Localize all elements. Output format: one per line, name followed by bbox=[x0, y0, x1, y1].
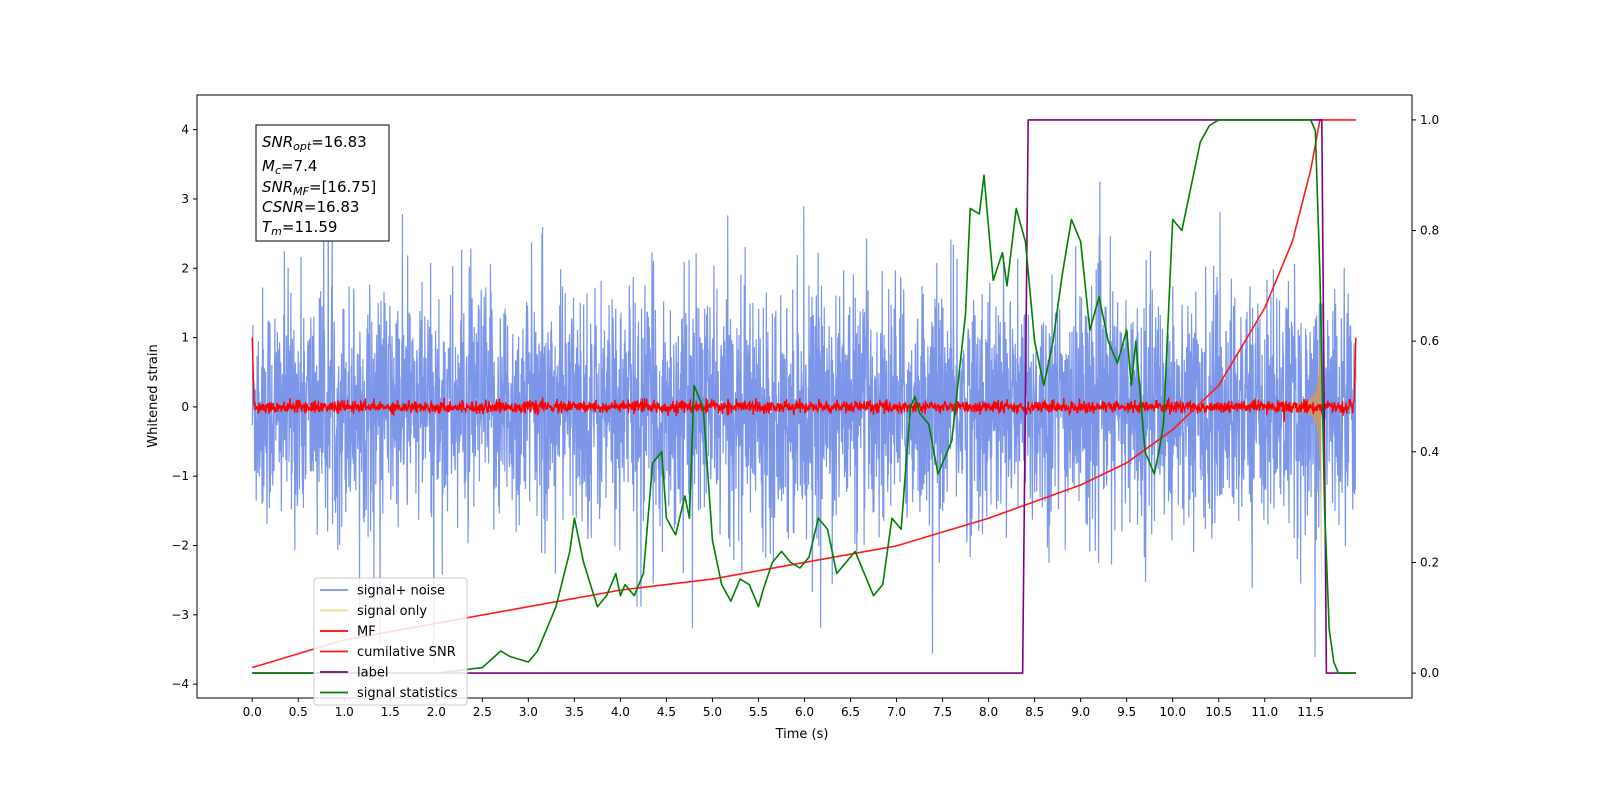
x-tick-label: 10.5 bbox=[1205, 705, 1232, 719]
y-tick-label: 2 bbox=[181, 261, 189, 275]
y-axis-label: Whitened strain bbox=[146, 344, 161, 447]
x-tick-label: 4.0 bbox=[611, 705, 630, 719]
x-tick-label: 9.0 bbox=[1071, 705, 1090, 719]
x-tick-label: 5.0 bbox=[703, 705, 722, 719]
x-tick-label: 6.5 bbox=[841, 705, 860, 719]
y2-tick-label: 0.4 bbox=[1420, 445, 1439, 459]
y2-tick-label: 0.8 bbox=[1420, 224, 1439, 238]
x-axis: 0.0 0.5 1.0 1.5 2.0 2.5 3.0 3.5 4.0 4.5 5.0 5.5 6.0 6… bbox=[243, 698, 1324, 719]
y-tick-label: −2 bbox=[171, 539, 189, 553]
x-tick-label: 2.0 bbox=[427, 705, 446, 719]
y-tick-label: −4 bbox=[171, 677, 189, 691]
x-tick-label: 6.0 bbox=[795, 705, 814, 719]
x-tick-label: 3.0 bbox=[519, 705, 538, 719]
series-signal-statistics bbox=[252, 119, 1356, 674]
x-tick-label: 3.5 bbox=[565, 705, 584, 719]
x-tick-label: 11.5 bbox=[1297, 705, 1324, 719]
series-mf bbox=[251, 337, 1357, 422]
x-tick-label: 8.0 bbox=[979, 705, 998, 719]
snr-mf-line: SNRMF=[16.75] bbox=[262, 178, 376, 198]
y2-tick-label: 1.0 bbox=[1420, 113, 1439, 127]
legend: signal+ noise signal only MF cumilative SNR… bbox=[313, 577, 468, 706]
x-tick-label: 1.5 bbox=[381, 705, 400, 719]
x-tick-label: 7.5 bbox=[933, 705, 952, 719]
legend-label: signal statistics bbox=[357, 686, 458, 701]
legend-label: MF bbox=[357, 625, 376, 640]
info-box: SNRopt=16.83 Mc=7.4 SNRMF=[16.75] CSNR=1… bbox=[255, 124, 390, 242]
x-tick-label: 0.0 bbox=[243, 705, 262, 719]
y2-tick-label: 0.6 bbox=[1420, 334, 1439, 348]
y-axis-right: 1.0 0.8 0.6 0.4 0.2 0.0 bbox=[1412, 113, 1439, 680]
x-tick-label: 7.0 bbox=[887, 705, 906, 719]
series-cumulative-snr bbox=[251, 119, 1356, 669]
y-tick-label: −1 bbox=[171, 469, 189, 483]
x-tick-label: 11.0 bbox=[1251, 705, 1278, 719]
csnr-line: CSNR=16.83 bbox=[262, 198, 359, 216]
x-tick-label: 8.5 bbox=[1025, 705, 1044, 719]
y2-tick-label: 0.2 bbox=[1420, 555, 1439, 569]
y2-tick-label: 0.0 bbox=[1420, 666, 1439, 680]
x-tick-label: 10.0 bbox=[1159, 705, 1186, 719]
tm-line: Tm=11.59 bbox=[262, 218, 337, 238]
series-label bbox=[252, 119, 1356, 674]
x-tick-label: 9.5 bbox=[1117, 705, 1136, 719]
x-axis-label: Time (s) bbox=[775, 727, 829, 742]
x-tick-label: 2.5 bbox=[473, 705, 492, 719]
x-tick-label: 1.0 bbox=[335, 705, 354, 719]
y-tick-label: 3 bbox=[181, 192, 189, 206]
y-tick-label: 0 bbox=[181, 400, 189, 414]
snr-opt-line: SNRopt=16.83 bbox=[262, 133, 367, 153]
y-tick-label: 4 bbox=[181, 123, 189, 137]
y-axis-left: 4 3 2 1 0 −1 −2 −3 −4 bbox=[171, 123, 197, 691]
mc-line: Mc=7.4 bbox=[262, 157, 317, 177]
legend-label: cumilative SNR bbox=[357, 645, 456, 660]
legend-label: signal only bbox=[357, 604, 427, 619]
legend-label: signal+ noise bbox=[357, 584, 445, 599]
legend-label: label bbox=[357, 666, 388, 681]
y-tick-label: −3 bbox=[171, 608, 189, 622]
x-tick-label: 5.5 bbox=[749, 705, 768, 719]
y-tick-label: 1 bbox=[181, 331, 189, 345]
x-tick-label: 4.5 bbox=[657, 705, 676, 719]
plot-area bbox=[251, 119, 1357, 674]
x-tick-label: 0.5 bbox=[289, 705, 308, 719]
